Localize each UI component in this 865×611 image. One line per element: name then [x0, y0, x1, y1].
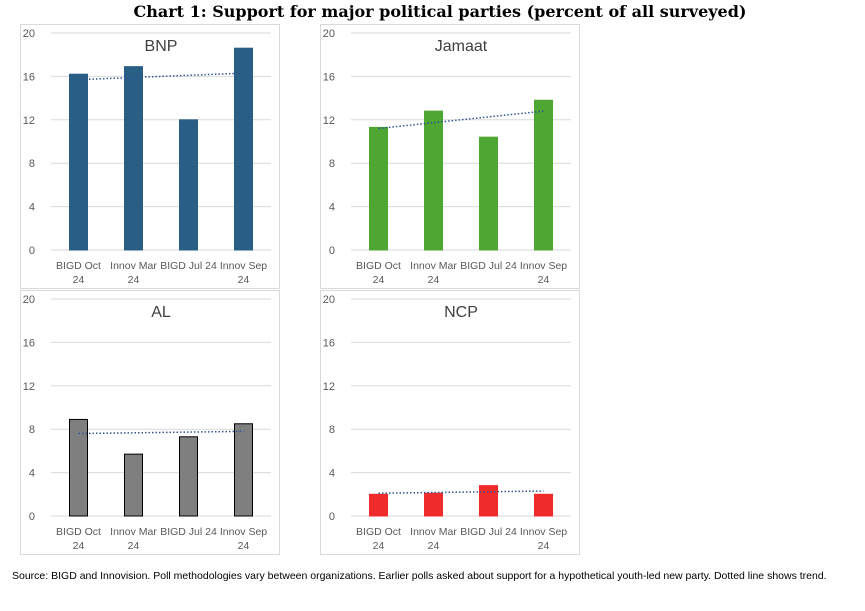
bar	[69, 73, 88, 251]
y-tick-label: 12	[23, 115, 35, 127]
y-tick-label: 16	[23, 337, 35, 349]
x-tick-label: Innov Mar	[110, 260, 157, 272]
bar	[179, 119, 198, 251]
x-tick-label: Innov Mar	[110, 526, 157, 538]
x-tick-label: 24	[128, 540, 140, 552]
x-tick-label: BIGD Oct	[356, 260, 401, 272]
x-tick-label: Innov Sep	[220, 260, 267, 272]
x-tick-label: 24	[373, 274, 385, 286]
x-tick-label: BIGD Oct	[56, 260, 101, 272]
y-tick-label: 4	[329, 202, 335, 214]
y-tick-label: 0	[329, 245, 335, 257]
y-tick-label: 0	[29, 511, 35, 523]
x-tick-label: 24	[238, 540, 250, 552]
chart-title: Jamaat	[435, 38, 488, 55]
x-tick-label: Innov Sep	[520, 526, 567, 538]
chart-jamaat: 0 4 8 12 16 20 Jamaat BIGD Oct 24 Innov Mar 24 BIGD…	[323, 28, 571, 286]
x-tick-label: 24	[373, 540, 385, 552]
x-tick-label: 24	[428, 274, 440, 286]
x-tick-label: 24	[73, 540, 85, 552]
y-tick-label: 12	[323, 381, 335, 393]
y-tick-label: 16	[323, 71, 335, 83]
y-tick-label: 12	[23, 381, 35, 393]
x-tick-label: Innov Sep	[520, 260, 567, 272]
y-tick-label: 20	[323, 28, 335, 40]
y-tick-label: 16	[23, 71, 35, 83]
source-note: Source: BIGD and Innovision. Poll method…	[12, 570, 827, 582]
x-tick-label: BIGD Oct	[56, 526, 101, 538]
x-tick-label: 24	[73, 274, 85, 286]
x-tick-label: 24	[538, 274, 550, 286]
chart-panel-jamaat: 0 4 8 12 16 20 Jamaat BIGD Oct 24 Innov Mar 24 BIGD…	[320, 24, 580, 289]
bar	[534, 99, 553, 251]
chart-panel-al: 0 4 8 12 16 20 AL BIGD Oct 24 Innov Mar 24 BIGD Jul…	[20, 290, 280, 555]
chart-bnp: 0 4 8 12 16 20 BNP BIGD Oct 24 Innov Mar 24 BIGD Ju…	[23, 28, 271, 286]
chart-panel-bnp: 0 4 8 12 16 20 BNP BIGD Oct 24 Innov Mar 24 BIGD Ju…	[20, 24, 280, 289]
bar	[479, 136, 498, 251]
y-tick-label: 20	[323, 294, 335, 306]
bar	[234, 47, 253, 251]
bar	[534, 493, 553, 517]
x-tick-label: 24	[128, 274, 140, 286]
bar	[179, 436, 198, 517]
trend-line	[78, 430, 244, 435]
y-tick-label: 16	[323, 337, 335, 349]
x-tick-label: Innov Mar	[410, 260, 457, 272]
bar	[369, 493, 388, 517]
bar	[369, 126, 388, 251]
y-tick-label: 8	[29, 158, 35, 170]
bar	[424, 110, 443, 251]
x-tick-label: 24	[238, 274, 250, 286]
page-title: Chart 1: Support for major political par…	[133, 2, 747, 21]
x-tick-label: BIGD Jul 24	[160, 260, 217, 272]
chart-title: NCP	[444, 304, 478, 321]
y-tick-label: 8	[29, 424, 35, 436]
bar	[124, 66, 143, 251]
y-tick-label: 4	[29, 202, 35, 214]
y-tick-label: 8	[329, 158, 335, 170]
chart-title: AL	[151, 304, 171, 321]
x-tick-label: BIGD Jul 24	[160, 526, 217, 538]
x-tick-label: BIGD Oct	[356, 526, 401, 538]
chart-panel-ncp: 0 4 8 12 16 20 NCP BIGD Oct 24 Innov Mar 24 BIGD Ju…	[320, 290, 580, 555]
chart-al: 0 4 8 12 16 20 AL BIGD Oct 24 Innov Mar 24 BIGD Jul…	[23, 294, 271, 552]
y-tick-label: 0	[329, 511, 335, 523]
bar	[424, 492, 443, 517]
x-tick-label: 24	[538, 540, 550, 552]
x-tick-label: Innov Mar	[410, 526, 457, 538]
y-tick-label: 8	[329, 424, 335, 436]
y-tick-label: 4	[29, 468, 35, 480]
x-tick-label: 24	[428, 540, 440, 552]
chart-ncp: 0 4 8 12 16 20 NCP BIGD Oct 24 Innov Mar 24 BIGD Ju…	[323, 294, 571, 552]
bar	[479, 485, 498, 517]
bar	[124, 453, 143, 517]
y-tick-label: 0	[29, 245, 35, 257]
y-tick-label: 12	[323, 115, 335, 127]
y-tick-label: 20	[23, 294, 35, 306]
bar	[69, 418, 88, 517]
x-tick-label: BIGD Jul 24	[460, 260, 517, 272]
chart-title: BNP	[145, 38, 178, 55]
x-tick-label: Innov Sep	[220, 526, 267, 538]
y-tick-label: 4	[329, 468, 335, 480]
bar	[234, 423, 253, 517]
y-tick-label: 20	[23, 28, 35, 40]
trend-line	[78, 72, 244, 81]
x-tick-label: BIGD Jul 24	[460, 526, 517, 538]
trend-line	[378, 490, 544, 494]
